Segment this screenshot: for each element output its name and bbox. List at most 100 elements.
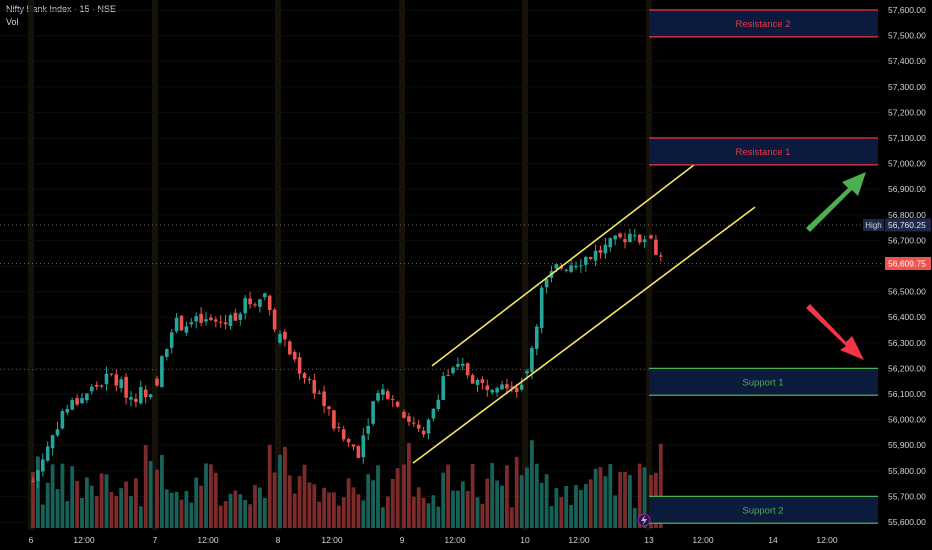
volume-bar — [169, 492, 174, 528]
candle-body — [179, 315, 184, 331]
candle-body — [165, 349, 169, 357]
candle-body — [431, 408, 436, 419]
candle-body — [292, 352, 297, 360]
volume-bar — [174, 491, 179, 528]
volume-bar — [385, 496, 390, 528]
candle-body — [451, 367, 455, 374]
volume-bar — [336, 505, 341, 528]
candle-body — [228, 315, 233, 327]
candle-body — [386, 391, 390, 400]
candle-body — [148, 394, 153, 398]
x-tick-label: 13 — [644, 535, 654, 545]
session-divider — [275, 0, 281, 530]
y-tick-label: 57,400.00 — [888, 56, 926, 66]
y-tick-label: 55,800.00 — [888, 466, 926, 476]
candle-body — [80, 398, 84, 404]
volume-bar — [361, 500, 366, 528]
candle-body — [104, 373, 109, 385]
volume-bar — [129, 496, 133, 528]
candle-body — [371, 401, 375, 424]
volume-bar — [603, 476, 608, 528]
volume-bar — [65, 501, 70, 528]
volume-bar — [89, 485, 94, 528]
candle-body — [272, 309, 277, 330]
candle-body — [258, 299, 262, 307]
volume-bar — [637, 463, 642, 528]
volume-bar — [204, 463, 208, 528]
reference-lines — [0, 224, 884, 370]
y-tick-label: 55,700.00 — [888, 491, 926, 501]
candle-body — [649, 235, 653, 239]
candle-body — [495, 388, 499, 393]
zone-support-2: Support 2 — [649, 495, 878, 524]
x-tick-label: 10 — [520, 535, 530, 545]
candle-body — [297, 357, 302, 374]
down-arrow-icon — [806, 304, 864, 360]
volume-bar — [287, 475, 292, 528]
candle-body — [283, 331, 287, 340]
candle-body — [65, 408, 70, 413]
candle-body — [356, 446, 361, 458]
volume-bar — [495, 480, 499, 528]
candle-body — [361, 435, 366, 458]
zone-label: Resistance 2 — [736, 19, 791, 30]
candle-body — [376, 393, 380, 401]
up-arrow-icon — [806, 172, 866, 232]
candle-body — [60, 411, 65, 429]
volume-bar — [80, 497, 84, 528]
x-tick-label: 12:00 — [568, 535, 590, 545]
zone-label: Support 1 — [742, 377, 783, 388]
candle-body — [214, 319, 218, 322]
last-price-label: 56,609.75 — [888, 259, 926, 269]
grid — [0, 9, 880, 523]
y-tick-label: 56,300.00 — [888, 338, 926, 348]
volume-bar — [55, 489, 60, 528]
zone-resistance-1: Resistance 1 — [649, 137, 878, 166]
candle-body — [654, 239, 658, 255]
volume-bar — [228, 493, 233, 528]
candles — [31, 228, 663, 488]
candle-body — [70, 400, 74, 410]
candle-body — [85, 393, 89, 401]
candle-body — [426, 419, 431, 434]
zone-label: Support 2 — [742, 505, 783, 516]
volume-bar — [441, 472, 446, 528]
candle-body — [109, 373, 114, 375]
candle-body — [628, 233, 632, 242]
candle-body — [637, 234, 642, 243]
candle-body — [623, 239, 627, 243]
candle-body — [248, 298, 252, 305]
volume-bar — [628, 475, 632, 528]
volume-bar — [341, 497, 346, 528]
session-backgrounds — [28, 0, 652, 530]
candle-body — [209, 317, 213, 321]
volume-bar — [534, 463, 539, 528]
channel-lines — [412, 156, 756, 464]
candle-body — [588, 257, 593, 259]
volume-bar — [119, 488, 124, 528]
volume-bar — [278, 454, 282, 528]
volume-bar — [356, 494, 361, 528]
volume-bar — [509, 507, 514, 528]
volume-bar — [223, 501, 228, 528]
arrows — [806, 172, 866, 360]
zone-fill — [649, 138, 878, 165]
volume-bar — [213, 472, 218, 528]
candle-body — [564, 269, 568, 271]
volume-bar — [36, 456, 40, 528]
session-divider — [399, 0, 405, 530]
candle-body — [160, 356, 164, 388]
volume-bar — [451, 490, 455, 528]
volume-bar — [160, 454, 164, 528]
volume-bar — [554, 488, 559, 528]
volume-bar — [99, 473, 104, 528]
candle-body — [519, 384, 524, 390]
volume-bar — [519, 475, 524, 528]
candle-body — [45, 446, 50, 461]
volume-bar — [302, 464, 307, 528]
candle-body — [500, 384, 504, 390]
volume-bar — [50, 464, 55, 528]
volume-bar — [148, 461, 153, 528]
candle-body — [569, 265, 573, 272]
